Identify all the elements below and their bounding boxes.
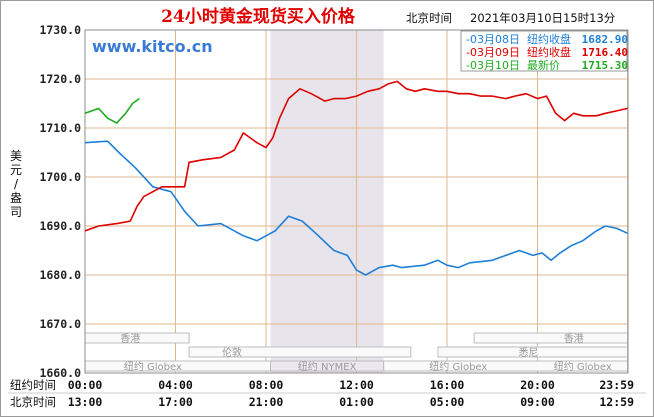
x-tick-bj: 05:00 — [430, 395, 465, 409]
legend-desc-2: 最新价 — [527, 58, 560, 72]
market-label-london: 伦敦 — [222, 346, 242, 359]
market-label-ny-globex: 纽约 Globex — [124, 360, 182, 373]
y-tick-label: 1720.0 — [39, 72, 81, 86]
svg-text:元: 元 — [10, 163, 22, 177]
bj-time-label: 北京时间 — [10, 395, 56, 409]
y-tick-label: 1690.0 — [39, 219, 81, 233]
series-line-1 — [84, 80, 628, 232]
svg-text:盎: 盎 — [10, 191, 22, 205]
legend-desc-0: 纽约收盘 — [527, 32, 571, 46]
y-axis-label: 美元/盎司 — [10, 149, 22, 219]
y-tick-label: 1710.0 — [39, 121, 81, 135]
legend-desc-1: 纽约收盘 — [527, 45, 571, 59]
x-tick-ny: 16:00 — [430, 378, 465, 392]
y-tick-label: 1730.0 — [39, 23, 81, 37]
series-line-2 — [84, 97, 140, 124]
plot-border — [84, 29, 629, 374]
ny-time-label: 纽约时间 — [10, 378, 56, 392]
legend-box — [460, 30, 628, 72]
x-tick-ny: 23:59 — [599, 378, 634, 392]
shaded-session — [270, 30, 384, 373]
svg-text:司: 司 — [10, 205, 22, 219]
svg-text:/: / — [14, 177, 19, 191]
session-bar-hk2 — [473, 332, 629, 344]
x-tick-ny: 04:00 — [158, 378, 193, 392]
legend-date-1: -03月09日 — [466, 46, 520, 59]
legend-date-2: -03月10日 — [466, 59, 520, 72]
x-tick-ny: 00:00 — [68, 378, 103, 392]
chart-title: 24小时黄金现货买入价格 — [161, 6, 356, 27]
legend-value-1: 1716.40 — [582, 46, 628, 59]
market-label-sydney: 悉尼 — [518, 347, 538, 359]
legend-value-2: 1715.30 — [582, 59, 628, 72]
market-label-ny-globex-3: 纽约 Globex — [554, 360, 612, 373]
series-line-0 — [84, 140, 628, 276]
market-label-hongkong-2: 香港 — [564, 333, 584, 345]
x-tick-bj: 01:00 — [339, 395, 374, 409]
x-tick-bj: 09:00 — [520, 395, 555, 409]
x-tick-ny: 12:00 — [339, 378, 374, 392]
y-tick-label: 1680.0 — [39, 268, 81, 282]
y-tick-label: 1670.0 — [39, 317, 81, 331]
datetime-text: 2021年03月10日15时13分 — [470, 11, 616, 25]
session-bar-london — [188, 346, 412, 358]
x-tick-bj: 17:00 — [158, 395, 193, 409]
market-label-ny-nymex: 纽约 NYMEX — [298, 360, 357, 373]
x-tick-ny: 20:00 — [520, 378, 555, 392]
market-label-hongkong: 香港 — [120, 333, 140, 345]
legend-date-0: -03月08日 — [466, 33, 520, 46]
legend-value-0: 1682.90 — [582, 33, 628, 46]
y-tick-label: 1660.0 — [39, 366, 81, 380]
svg-text:美: 美 — [10, 149, 22, 163]
x-tick-bj: 13:00 — [68, 395, 103, 409]
x-tick-ny: 08:00 — [249, 378, 284, 392]
market-label-ny-globex-2: 纽约 Globex — [429, 360, 487, 373]
beijing-time-label: 北京时间 — [406, 11, 452, 25]
site-watermark: www.kitco.cn — [92, 37, 213, 56]
x-tick-bj: 21:00 — [249, 395, 284, 409]
y-tick-label: 1700.0 — [39, 170, 81, 184]
x-tick-bj: 12:59 — [599, 395, 634, 409]
